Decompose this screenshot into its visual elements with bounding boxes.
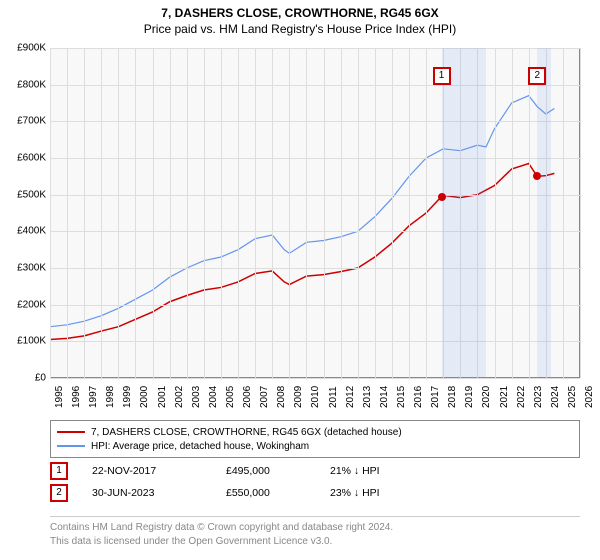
x-axis-label: 1996 xyxy=(71,386,82,408)
y-axis-label: £400K xyxy=(4,226,46,237)
sale-dot xyxy=(533,172,541,180)
sale-marker-icon: 2 xyxy=(50,484,68,502)
x-axis-label: 2004 xyxy=(208,386,219,408)
sale-dot xyxy=(438,193,446,201)
sales-table: 1 22-NOV-2017 £495,000 21% ↓ HPI 2 30-JUN-202… xyxy=(50,460,580,504)
legend: 7, DASHERS CLOSE, CROWTHORNE, RG45 6GX (… xyxy=(50,420,580,458)
x-axis-label: 2010 xyxy=(310,386,321,408)
chart-title: 7, DASHERS CLOSE, CROWTHORNE, RG45 6GX xyxy=(0,6,600,20)
x-axis-label: 2015 xyxy=(396,386,407,408)
y-axis-label: £100K xyxy=(4,336,46,347)
y-axis-label: £300K xyxy=(4,263,46,274)
footer-line1: Contains HM Land Registry data © Crown c… xyxy=(50,521,580,535)
sale-date: 22-NOV-2017 xyxy=(92,465,202,477)
x-axis-label: 2018 xyxy=(447,386,458,408)
footer-attribution: Contains HM Land Registry data © Crown c… xyxy=(50,516,580,548)
sale-marker-icon: 1 xyxy=(50,462,68,480)
x-axis-label: 1995 xyxy=(54,386,65,408)
x-axis-label: 2020 xyxy=(481,386,492,408)
sale-delta: 23% ↓ HPI xyxy=(330,487,440,499)
chart-title-block: 7, DASHERS CLOSE, CROWTHORNE, RG45 6GX P… xyxy=(0,0,600,36)
x-axis-label: 2000 xyxy=(139,386,150,408)
y-axis-label: £200K xyxy=(4,299,46,310)
x-axis-label: 2009 xyxy=(293,386,304,408)
x-axis-label: 2006 xyxy=(242,386,253,408)
sale-date: 30-JUN-2023 xyxy=(92,487,202,499)
shaded-range xyxy=(537,48,551,378)
y-axis-label: £700K xyxy=(4,116,46,127)
y-axis-label: £0 xyxy=(4,373,46,384)
sale-marker-annotation: 1 xyxy=(433,67,451,85)
x-axis-label: 2023 xyxy=(533,386,544,408)
footer-line2: This data is licensed under the Open Gov… xyxy=(50,535,580,549)
chart-svg xyxy=(50,48,580,378)
x-axis-label: 2022 xyxy=(516,386,527,408)
x-axis-label: 2026 xyxy=(584,386,595,408)
y-axis-label: £600K xyxy=(4,153,46,164)
sale-marker-annotation: 2 xyxy=(528,67,546,85)
x-axis-label: 2001 xyxy=(157,386,168,408)
x-axis-label: 2013 xyxy=(362,386,373,408)
sale-price: £550,000 xyxy=(226,487,306,499)
chart-subtitle: Price paid vs. HM Land Registry's House … xyxy=(0,22,600,36)
legend-label: HPI: Average price, detached house, Woki… xyxy=(91,441,309,452)
x-axis-label: 2019 xyxy=(464,386,475,408)
y-axis-label: £900K xyxy=(4,43,46,54)
y-axis-label: £500K xyxy=(4,189,46,200)
x-axis-label: 2005 xyxy=(225,386,236,408)
sale-row: 2 30-JUN-2023 £550,000 23% ↓ HPI xyxy=(50,482,580,504)
legend-swatch xyxy=(57,431,85,433)
chart-plot-area: £0£100K£200K£300K£400K£500K£600K£700K£80… xyxy=(50,48,580,378)
x-axis-label: 2024 xyxy=(550,386,561,408)
x-axis-label: 1997 xyxy=(88,386,99,408)
x-axis-label: 2014 xyxy=(379,386,390,408)
legend-label: 7, DASHERS CLOSE, CROWTHORNE, RG45 6GX (… xyxy=(91,427,402,438)
x-axis-label: 2011 xyxy=(328,386,339,408)
x-axis-label: 2002 xyxy=(174,386,185,408)
x-axis-label: 1999 xyxy=(122,386,133,408)
sale-price: £495,000 xyxy=(226,465,306,477)
x-axis-label: 2007 xyxy=(259,386,270,408)
x-axis-label: 2003 xyxy=(191,386,202,408)
legend-swatch xyxy=(57,445,85,447)
legend-row: 7, DASHERS CLOSE, CROWTHORNE, RG45 6GX (… xyxy=(57,425,573,439)
x-axis-label: 2025 xyxy=(567,386,578,408)
x-axis-label: 2017 xyxy=(430,386,441,408)
x-axis-label: 2012 xyxy=(345,386,356,408)
x-axis-label: 2016 xyxy=(413,386,424,408)
legend-row: HPI: Average price, detached house, Woki… xyxy=(57,439,573,453)
x-axis-label: 1998 xyxy=(105,386,116,408)
x-axis-label: 2008 xyxy=(276,386,287,408)
sale-row: 1 22-NOV-2017 £495,000 21% ↓ HPI xyxy=(50,460,580,482)
y-axis-label: £800K xyxy=(4,79,46,90)
x-axis-label: 2021 xyxy=(499,386,510,408)
shaded-range xyxy=(442,48,486,378)
sale-delta: 21% ↓ HPI xyxy=(330,465,440,477)
